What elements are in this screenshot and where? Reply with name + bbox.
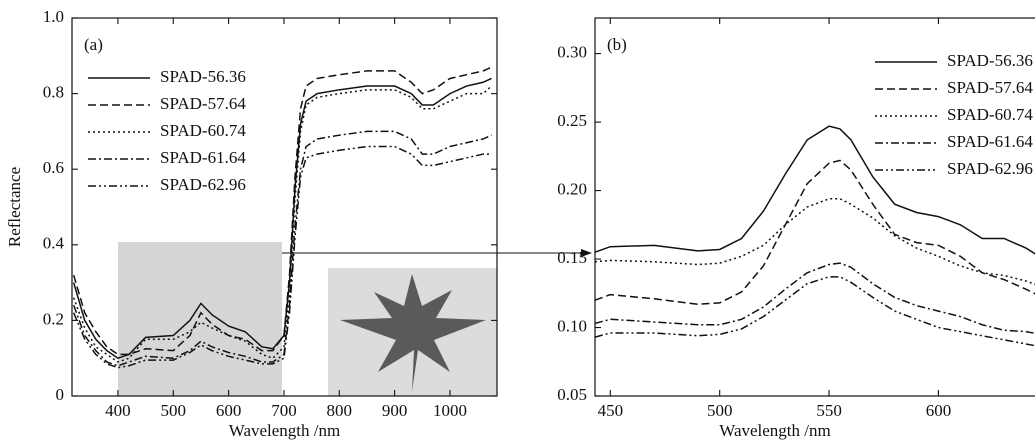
- highlight-region: [118, 242, 282, 396]
- y-tick-label: 0.30: [557, 43, 587, 62]
- series-line: [595, 198, 1035, 286]
- x-tick-label: 600: [216, 401, 242, 420]
- series-line: [72, 145, 492, 369]
- x-axis-label: Wavelength /nm: [229, 421, 340, 440]
- y-tick-label: 0.25: [557, 111, 587, 130]
- y-tick-label: 1.0: [43, 7, 64, 26]
- x-tick-label: 500: [161, 401, 187, 420]
- legend-label: SPAD-61.64: [947, 132, 1033, 151]
- y-tick-label: 0.05: [557, 385, 587, 404]
- y-tick-label: 0: [56, 385, 65, 404]
- x-tick-label: 900: [382, 401, 408, 420]
- zoom-arrow: [282, 249, 592, 257]
- x-tick-label: 550: [816, 401, 842, 420]
- series-line: [72, 66, 492, 356]
- x-tick-label: 400: [105, 401, 131, 420]
- legend-label: SPAD-61.64: [160, 148, 246, 167]
- plot-frame: [594, 17, 1035, 397]
- leaf-photo: [328, 268, 497, 396]
- plot-frame: [71, 17, 498, 397]
- panel-label: (a): [84, 35, 103, 54]
- x-tick-label: 450: [598, 401, 624, 420]
- y-tick-label: 0.10: [557, 316, 587, 335]
- y-tick-label: 0.2: [43, 309, 64, 328]
- x-tick-label: 600: [926, 401, 952, 420]
- x-tick-label: 700: [271, 401, 297, 420]
- plot-area: [72, 66, 492, 369]
- legend-label: SPAD-57.64: [947, 78, 1033, 97]
- x-tick-label: 500: [707, 401, 733, 420]
- y-axis-label: Reflectance: [5, 167, 24, 247]
- series-line: [72, 85, 492, 363]
- legend-label: SPAD-60.74: [160, 121, 246, 140]
- y-tick-label: 0.20: [557, 179, 587, 198]
- x-axis-label: Wavelength /nm: [719, 421, 830, 440]
- y-tick-label: 0.15: [557, 248, 587, 267]
- legend-label: SPAD-62.96: [947, 159, 1033, 178]
- y-tick-label: 0.4: [43, 234, 65, 253]
- legend-label: SPAD-56.36: [947, 51, 1033, 70]
- y-tick-label: 0.6: [43, 158, 64, 177]
- plot-area: [595, 125, 1035, 347]
- x-tick-label: 800: [327, 401, 353, 420]
- series-line: [595, 125, 1035, 255]
- legend-label: SPAD-56.36: [160, 67, 246, 86]
- legend-label: SPAD-62.96: [160, 175, 246, 194]
- series-line: [595, 276, 1035, 347]
- y-tick-label: 0.8: [43, 83, 64, 102]
- panel-label: (b): [607, 35, 627, 54]
- series-line: [595, 159, 1035, 305]
- legend-label: SPAD-60.74: [947, 105, 1033, 124]
- legend-label: SPAD-57.64: [160, 94, 246, 113]
- x-tick-label: 1000: [433, 401, 467, 420]
- series-line: [595, 262, 1035, 335]
